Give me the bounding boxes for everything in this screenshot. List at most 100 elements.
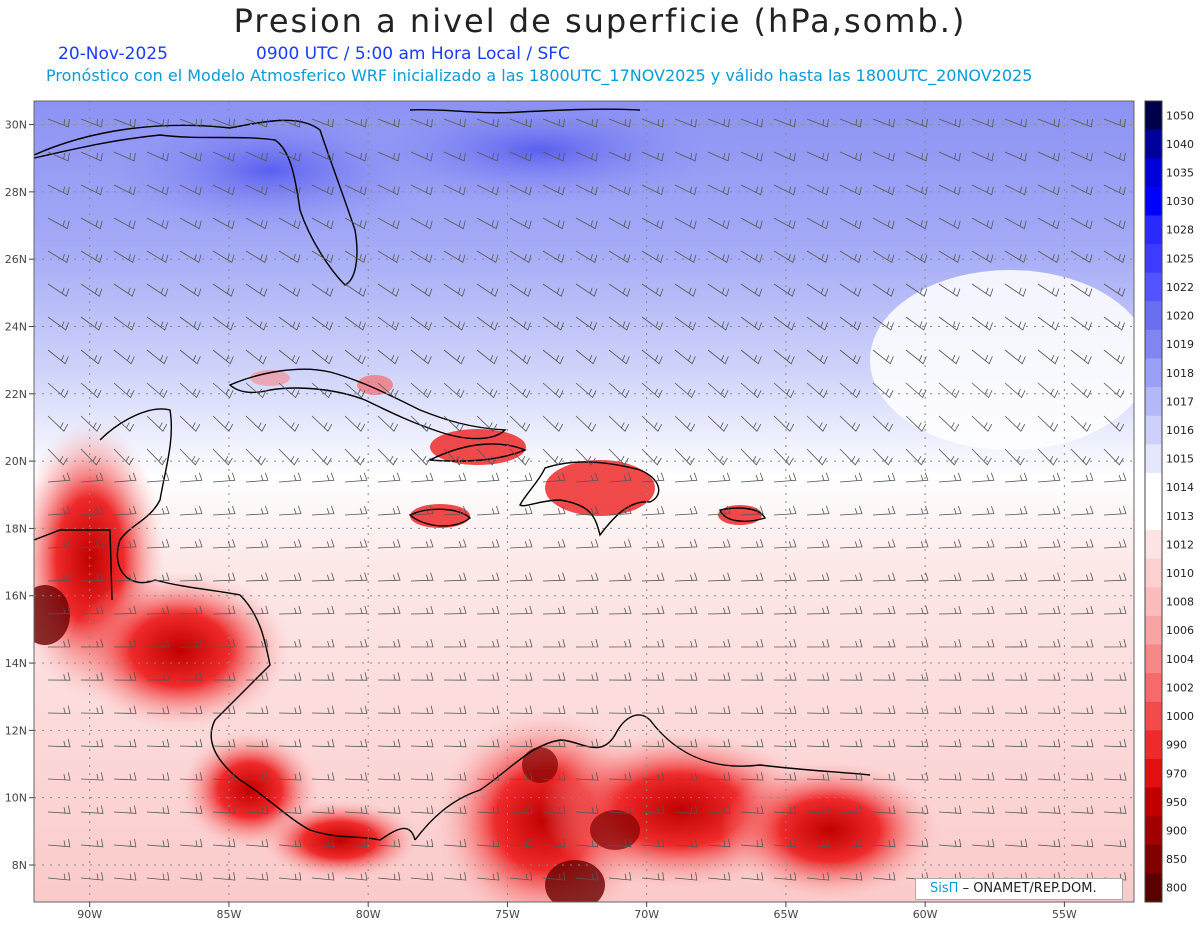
wind-barb [377, 572, 401, 582]
wind-barb [674, 572, 698, 582]
colorbar-label: 1035 [1166, 167, 1194, 180]
wind-barb [311, 838, 335, 848]
longitude-tick-label: 65W [773, 908, 798, 921]
wind-barb [113, 151, 136, 162]
wind-barb [509, 705, 533, 714]
wind-barb [1070, 184, 1093, 196]
wind-barb [47, 505, 71, 516]
wind-barb [377, 316, 399, 331]
wind-barb [542, 250, 565, 264]
wind-barb [80, 151, 103, 162]
wind-barb [641, 605, 665, 615]
wind-barb [740, 250, 763, 264]
wind-barb [113, 184, 136, 196]
wind-barb [476, 572, 500, 582]
wind-barb [179, 505, 203, 516]
wind-barb [212, 805, 236, 814]
wind-barb [872, 250, 895, 264]
wind-barb [311, 283, 334, 297]
wind-barb [773, 572, 797, 582]
wind-barb [278, 151, 301, 162]
wind-barb [311, 118, 334, 128]
wind-barb [311, 638, 335, 648]
wind-barb [476, 382, 498, 399]
wind-barb [245, 872, 269, 881]
wind-barb [1037, 415, 1059, 432]
wind-barb [773, 505, 797, 516]
wind-barb [806, 539, 830, 549]
wind-barb [773, 638, 797, 648]
wind-barb [740, 217, 763, 230]
wind-barb [1103, 118, 1126, 128]
wind-barb [179, 283, 202, 297]
wind-barb [905, 448, 926, 466]
wind-barb [1070, 572, 1094, 582]
wind-barb [806, 217, 829, 230]
wind-barb [146, 415, 168, 432]
wind-barb [179, 605, 203, 615]
wind-barb [905, 250, 928, 264]
wind-barb [311, 448, 332, 466]
wind-barb [872, 118, 895, 128]
wind-barb [47, 349, 69, 365]
wind-barb [905, 805, 929, 814]
wind-barb [905, 283, 928, 297]
colorbar-label: 1019 [1166, 338, 1194, 351]
wind-barb [641, 151, 664, 162]
wind-barb [179, 638, 203, 648]
wind-barb [344, 772, 368, 781]
wind-barb [773, 316, 795, 331]
wind-barb [839, 505, 863, 516]
wind-barb [476, 415, 498, 432]
wind-barb [410, 151, 433, 162]
latitude-tick-label: 24N [5, 320, 27, 333]
wind-barb [476, 472, 500, 483]
wind-barb [740, 118, 763, 128]
wind-barb [47, 250, 70, 264]
wind-barb [971, 151, 994, 162]
wind-barb [47, 539, 71, 549]
wind-barb [443, 638, 467, 648]
wind-barb [1070, 118, 1093, 128]
wind-barb [443, 217, 466, 230]
wind-barb [1037, 605, 1061, 615]
wind-barb [1004, 349, 1026, 365]
colorbar-label: 1012 [1166, 538, 1194, 551]
wind-barb [80, 349, 102, 365]
wind-barb [707, 250, 730, 264]
wind-barb [146, 838, 170, 848]
wind-barb [641, 772, 665, 781]
wind-barb [113, 316, 135, 331]
wind-barb [608, 118, 631, 128]
colorbar-label: 1010 [1166, 567, 1194, 580]
colorbar-label: 990 [1166, 739, 1187, 752]
wind-barb [905, 505, 929, 516]
wind-barb [938, 151, 961, 162]
wind-barb [212, 605, 236, 615]
wind-barb [80, 805, 104, 814]
wind-barb [410, 705, 434, 714]
wind-barb [971, 448, 992, 466]
wind-barb [1004, 250, 1027, 264]
wind-barb [542, 448, 563, 466]
wind-barb [344, 217, 367, 230]
wind-barb [179, 217, 202, 230]
wind-barb [1070, 838, 1094, 848]
wind-barb [707, 472, 731, 483]
colorbar-label: 1018 [1166, 367, 1194, 380]
wind-barb [377, 838, 401, 848]
wind-barb [146, 217, 169, 230]
colorbar-swatch [1145, 358, 1162, 388]
wind-barbs [47, 118, 1127, 881]
wind-barb [839, 705, 863, 714]
wind-barb [245, 472, 269, 483]
wind-barb [377, 805, 401, 814]
wind-barb [1103, 672, 1127, 681]
map-frame [33, 100, 1135, 903]
latitude-tick-label: 22N [5, 388, 27, 401]
wind-barb [377, 605, 401, 615]
wind-barb [509, 872, 533, 881]
wind-barb [938, 118, 961, 128]
wind-barb [410, 250, 433, 264]
wind-barb [212, 472, 236, 483]
